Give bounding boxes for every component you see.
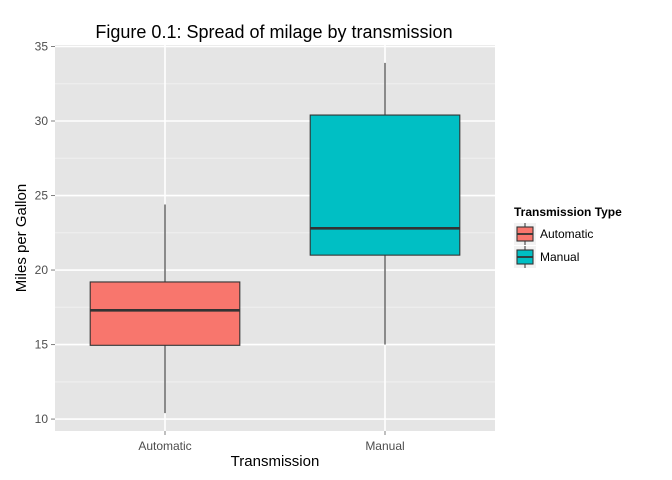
y-tick-label: 30 xyxy=(35,114,49,128)
y-tick-label: 10 xyxy=(35,412,49,426)
y-tick-label: 20 xyxy=(35,263,49,277)
x-tick-label: Automatic xyxy=(138,439,191,453)
legend-title: Transmission Type xyxy=(514,205,622,219)
y-tick-label: 35 xyxy=(35,39,49,53)
legend-items: Automatic Manual xyxy=(514,223,593,268)
legend-item-automatic: Automatic xyxy=(514,223,593,245)
legend-item-manual: Manual xyxy=(514,246,579,268)
chart-title: Figure 0.1: Spread of milage by transmis… xyxy=(95,22,452,42)
iqr-box xyxy=(89,281,241,346)
x-axis-ticks: Automatic Manual xyxy=(138,431,405,453)
x-axis-title: Transmission xyxy=(231,453,320,470)
y-tick-label: 15 xyxy=(35,338,49,352)
legend-label: Automatic xyxy=(540,227,593,241)
iqr-box xyxy=(309,114,461,256)
y-axis-title: Miles per Gallon xyxy=(13,184,30,292)
box-automatic xyxy=(89,204,241,414)
y-axis-ticks: 10 15 20 25 30 35 xyxy=(35,39,55,426)
boxes xyxy=(89,62,461,414)
x-tick-label: Manual xyxy=(365,439,404,453)
legend: Transmission Type Automatic Manual xyxy=(514,205,622,268)
y-tick-label: 25 xyxy=(35,189,49,203)
legend-label: Manual xyxy=(540,250,579,264)
box-manual xyxy=(309,62,461,345)
